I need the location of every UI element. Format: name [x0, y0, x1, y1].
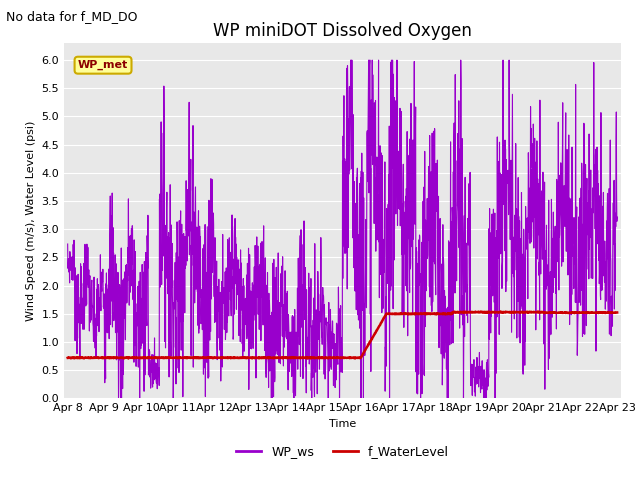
Text: WP_met: WP_met	[78, 60, 128, 71]
Text: No data for f_MD_DO: No data for f_MD_DO	[6, 10, 138, 23]
Title: WP miniDOT Dissolved Oxygen: WP miniDOT Dissolved Oxygen	[213, 22, 472, 40]
Y-axis label: Wind Speed (m/s), Water Level (psi): Wind Speed (m/s), Water Level (psi)	[26, 120, 36, 321]
X-axis label: Time: Time	[329, 419, 356, 429]
Legend: WP_ws, f_WaterLevel: WP_ws, f_WaterLevel	[231, 440, 454, 463]
